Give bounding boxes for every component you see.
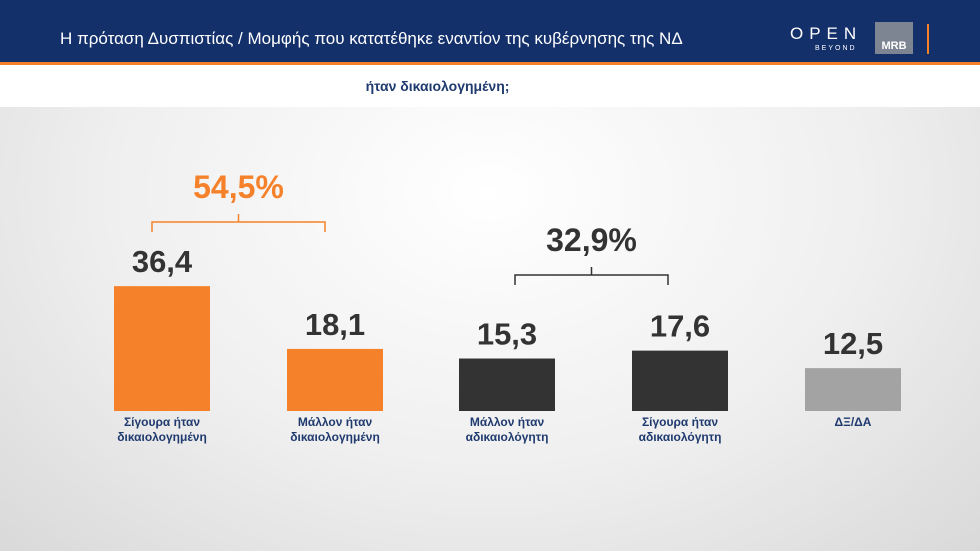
subtitle: ήταν δικαιολογημένη; <box>365 78 510 94</box>
subtitle-band: ήταν δικαιολογημένη; <box>0 65 980 107</box>
category-label: Μάλλον ήταν αδικαιολόγητη <box>465 415 549 444</box>
header-title: Η πρόταση Δυσπιστίας / Μομφής που κατατέ… <box>60 29 683 48</box>
group-bracket <box>514 267 669 285</box>
bar <box>805 368 901 411</box>
logo-open: OPEN <box>790 24 863 43</box>
value-label: 12,5 <box>823 326 883 361</box>
category-label: Σίγουρα ήταν αδικαιολόγητη <box>638 415 722 444</box>
divider <box>927 24 929 54</box>
category-label: ΔΞ/ΔΑ <box>834 415 872 429</box>
group-bracket <box>151 214 326 232</box>
value-label: 36,4 <box>132 244 193 279</box>
bar <box>114 286 210 411</box>
group-label: 32,9% <box>546 222 637 258</box>
value-label: 18,1 <box>305 307 365 342</box>
bar <box>632 350 728 411</box>
logo-mrb-box: MRB <box>875 22 913 54</box>
category-label: Μάλλον ήταν δικαιολογημένη <box>290 415 380 444</box>
logo-mrb: MRB <box>881 40 907 52</box>
bar <box>287 348 383 411</box>
group-label: 54,5% <box>193 169 284 205</box>
category-label: Σίγουρα ήταν δικαιολογημένη <box>117 415 207 444</box>
value-label: 17,6 <box>650 309 710 344</box>
header: Η πρόταση Δυσπιστίας / Μομφής που κατατέ… <box>0 0 980 65</box>
value-label: 15,3 <box>477 317 537 352</box>
logo-beyond: BEYOND <box>815 45 857 52</box>
bar <box>459 358 555 411</box>
